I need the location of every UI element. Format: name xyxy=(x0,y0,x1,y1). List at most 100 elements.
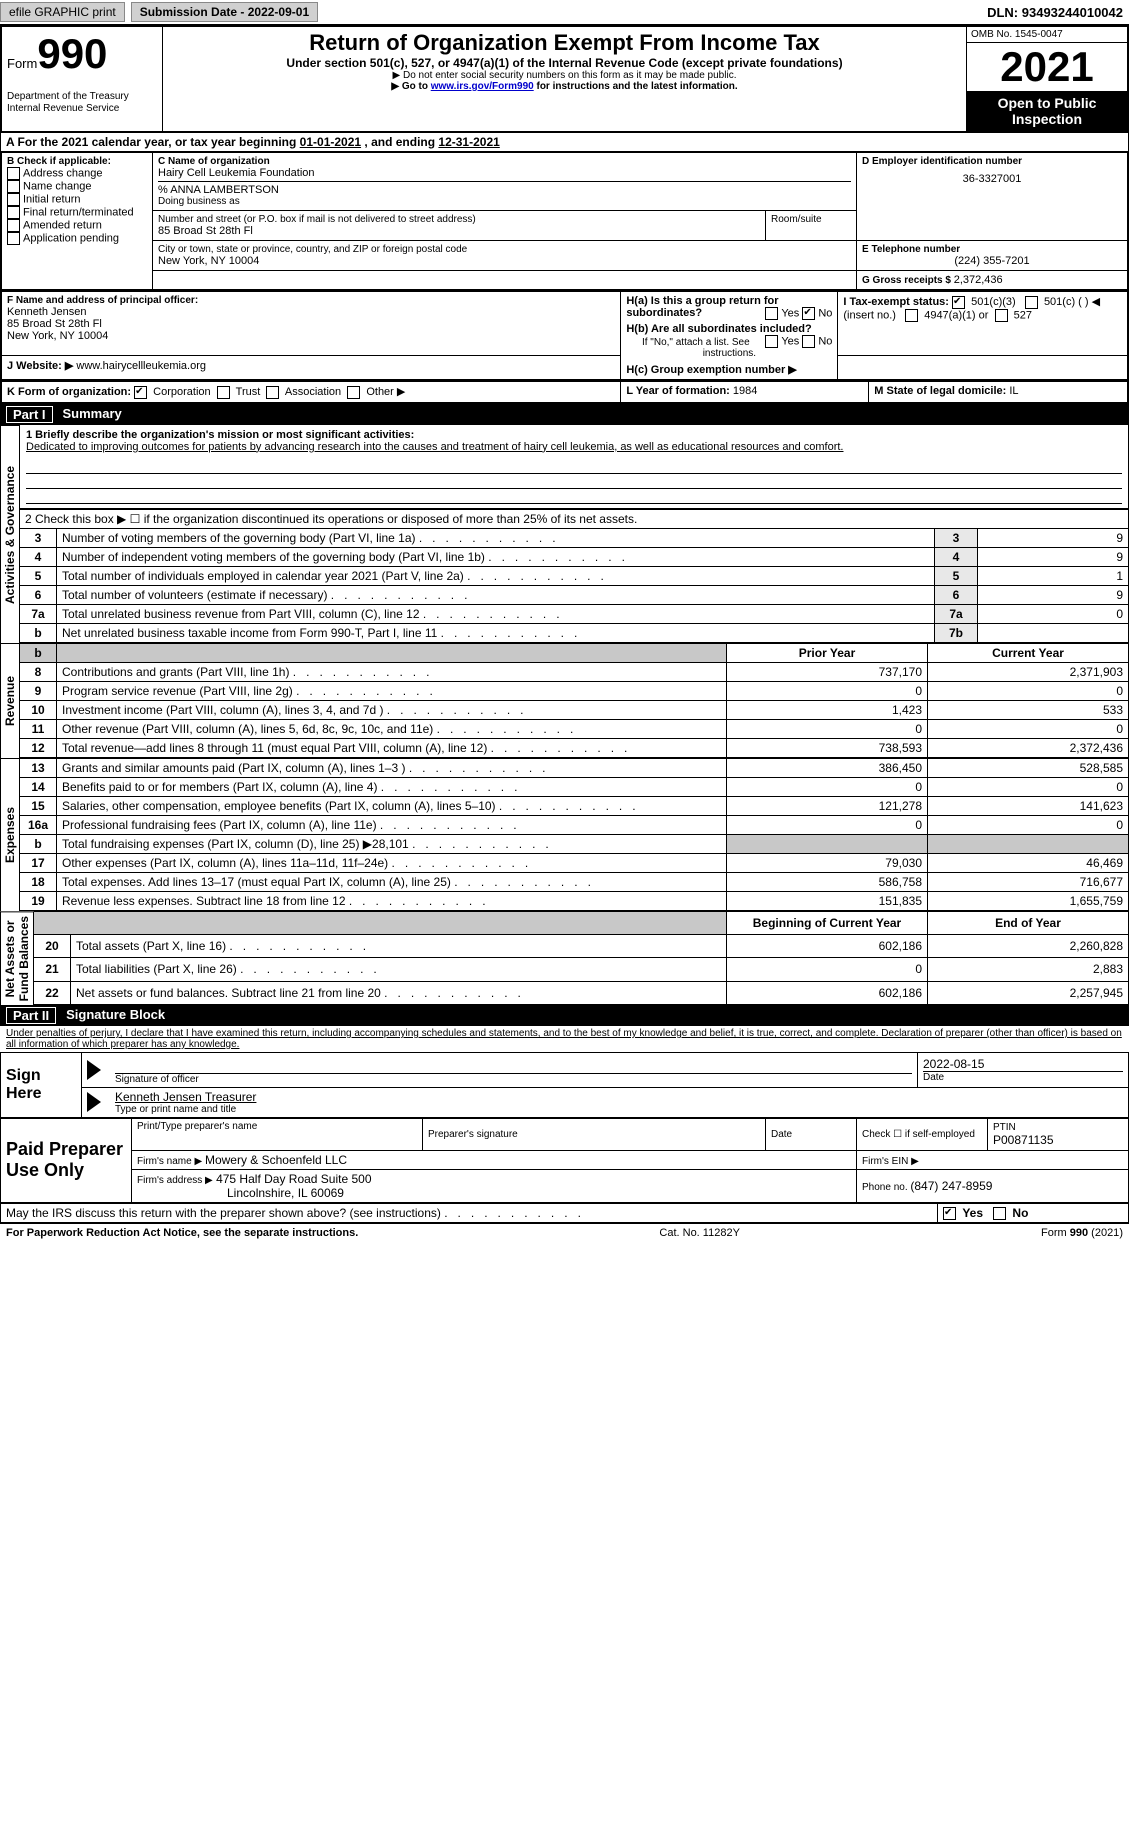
i-label: I Tax-exempt status: xyxy=(843,296,949,308)
omb-no: OMB No. 1545-0047 xyxy=(967,27,1127,43)
expenses-section: Expenses 13 Grants and similar amounts p… xyxy=(0,758,1129,911)
m-cell: M State of legal domicile: IL xyxy=(869,382,1128,403)
ag-lines: 2 Check this box ▶ ☐ if the organization… xyxy=(20,509,1129,643)
year-formation: 1984 xyxy=(733,385,757,397)
may-irs-row: May the IRS discuss this return with the… xyxy=(0,1203,1129,1223)
room-cell: Room/suite xyxy=(766,211,857,241)
i-527[interactable] xyxy=(995,309,1008,322)
financial-line: 13 Grants and similar amounts paid (Part… xyxy=(20,758,1129,777)
i-4947[interactable] xyxy=(905,309,918,322)
k-other[interactable] xyxy=(347,386,360,399)
part1-header: Part I Summary xyxy=(0,404,1129,425)
i-501c3[interactable] xyxy=(952,296,965,309)
gross-receipts: 2,372,436 xyxy=(954,274,1003,286)
tax-year: 2021 xyxy=(1000,43,1093,90)
state-domicile: IL xyxy=(1009,385,1018,397)
financial-line: 9 Program service revenue (Part VIII, li… xyxy=(20,681,1129,700)
side-exp: Expenses xyxy=(0,758,20,911)
check-b-label: B Check if applicable: xyxy=(7,156,147,167)
col-prior: Prior Year xyxy=(727,643,928,662)
org-name: Hairy Cell Leukemia Foundation xyxy=(158,167,851,179)
side-rev: Revenue xyxy=(0,643,20,758)
netassets-section: Net Assets or Fund Balances Beginning of… xyxy=(0,911,1129,1005)
pra-notice: For Paperwork Reduction Act Notice, see … xyxy=(6,1227,358,1239)
i-501c[interactable] xyxy=(1025,296,1038,309)
line2: 2 Check this box ▶ ☐ if the organization… xyxy=(20,509,1129,528)
form-number: 990 xyxy=(37,30,107,77)
c-label: C Name of organization xyxy=(158,156,851,167)
k-label: K Form of organization: xyxy=(7,386,131,398)
top-bar: efile GRAPHIC print Submission Date - 20… xyxy=(0,0,1129,25)
financial-line: 21 Total liabilities (Part X, line 26) 0… xyxy=(34,958,1129,981)
dln-label: DLN: xyxy=(987,5,1022,20)
form-id-cell: Form990 Department of the Treasury Inter… xyxy=(1,26,163,132)
summary-line: 6 Total number of volunteers (estimate i… xyxy=(20,585,1129,604)
opt-address-change[interactable]: Address change xyxy=(7,167,147,180)
efile-print-button[interactable]: efile GRAPHIC print xyxy=(0,2,125,22)
opt-initial-return[interactable]: Initial return xyxy=(7,193,147,206)
prep-sig-label: Preparer's signature xyxy=(428,1129,760,1140)
title-cell: Return of Organization Exempt From Incom… xyxy=(163,26,967,132)
k-trust[interactable] xyxy=(217,386,230,399)
website: www.hairycellleukemia.org xyxy=(76,360,206,372)
k-corp[interactable] xyxy=(134,386,147,399)
opt-amended[interactable]: Amended return xyxy=(7,219,147,232)
netassets-lines: Beginning of Current Year End of Year 20… xyxy=(34,911,1129,1005)
k-assoc[interactable] xyxy=(266,386,279,399)
officer-name-title: Kenneth Jensen Treasurer xyxy=(115,1090,1123,1104)
submission-date-label: Submission Date - xyxy=(140,5,248,19)
summary-line: 3 Number of voting members of the govern… xyxy=(20,528,1129,547)
submission-date: 2022-09-01 xyxy=(248,5,309,19)
g-label: G Gross receipts $ xyxy=(862,275,954,286)
ag-section: Activities & Governance 1 Briefly descri… xyxy=(0,425,1129,643)
part2-no: Part II xyxy=(6,1007,56,1024)
form-label: Form xyxy=(7,56,37,71)
dln-value: 93493244010042 xyxy=(1022,5,1123,20)
d-label: D Employer identification number xyxy=(862,156,1122,167)
dba-label: Doing business as xyxy=(158,196,851,207)
room-label: Room/suite xyxy=(771,214,851,225)
j-label: J Website: ▶ xyxy=(7,360,76,372)
klm-block: K Form of organization: Corporation Trus… xyxy=(0,381,1129,404)
financial-line: 17 Other expenses (Part IX, column (A), … xyxy=(20,853,1129,872)
firm-name: Mowery & Schoenfeld LLC xyxy=(205,1153,347,1167)
goto-post: for instructions and the latest informat… xyxy=(534,81,738,92)
hb-no[interactable] xyxy=(802,335,815,348)
irs-yes[interactable] xyxy=(943,1207,956,1220)
financial-line: 14 Benefits paid to or for members (Part… xyxy=(20,777,1129,796)
ha-no[interactable] xyxy=(802,307,815,320)
financial-line: 8 Contributions and grants (Part VIII, l… xyxy=(20,662,1129,681)
financial-line: 12 Total revenue—add lines 8 through 11 … xyxy=(20,738,1129,757)
form-header: Form990 Department of the Treasury Inter… xyxy=(0,25,1129,133)
officer-addr1: 85 Broad St 28th Fl xyxy=(7,318,615,330)
part1-no: Part I xyxy=(6,406,53,423)
hb-yes[interactable] xyxy=(765,335,778,348)
financial-line: 11 Other revenue (Part VIII, column (A),… xyxy=(20,719,1129,738)
financial-line: 10 Investment income (Part VIII, column … xyxy=(20,700,1129,719)
city-cell: City or town, state or province, country… xyxy=(153,241,857,271)
financial-line: 20 Total assets (Part X, line 16) 602,18… xyxy=(34,934,1129,957)
penalty-text: Under penalties of perjury, I declare th… xyxy=(0,1026,1129,1052)
irs-link[interactable]: www.irs.gov/Form990 xyxy=(431,81,534,92)
entity-block: B Check if applicable: Address change Na… xyxy=(0,152,1129,291)
l-label: L Year of formation: xyxy=(626,385,733,397)
mission-block: 1 Briefly describe the organization's mi… xyxy=(20,425,1129,509)
financial-line: 18 Total expenses. Add lines 13–17 (must… xyxy=(20,872,1129,891)
irs-no[interactable] xyxy=(993,1207,1006,1220)
cat-no: Cat. No. 11282Y xyxy=(659,1227,740,1239)
ha-yes[interactable] xyxy=(765,307,778,320)
financial-line: 22 Net assets or fund balances. Subtract… xyxy=(34,981,1129,1004)
year-cell: OMB No. 1545-0047 2021 Open to Public In… xyxy=(967,26,1129,132)
city-value: New York, NY 10004 xyxy=(158,255,851,267)
opt-name-change[interactable]: Name change xyxy=(7,180,147,193)
prep-name-label: Print/Type preparer's name xyxy=(137,1121,417,1132)
sign-here-block: Sign Here Signature of officer 2022-08-1… xyxy=(0,1052,1129,1118)
opt-app-pending[interactable]: Application pending xyxy=(7,232,147,245)
paid-preparer-block: Paid Preparer Use Only Print/Type prepar… xyxy=(0,1118,1129,1203)
financial-line: b Total fundraising expenses (Part IX, c… xyxy=(20,834,1129,853)
opt-final-return[interactable]: Final return/terminated xyxy=(7,206,147,219)
part1-title: Summary xyxy=(63,406,122,423)
city-label: City or town, state or province, country… xyxy=(158,244,851,255)
financial-line: 16a Professional fundraising fees (Part … xyxy=(20,815,1129,834)
form-ref: Form 990 (2021) xyxy=(1041,1227,1123,1239)
